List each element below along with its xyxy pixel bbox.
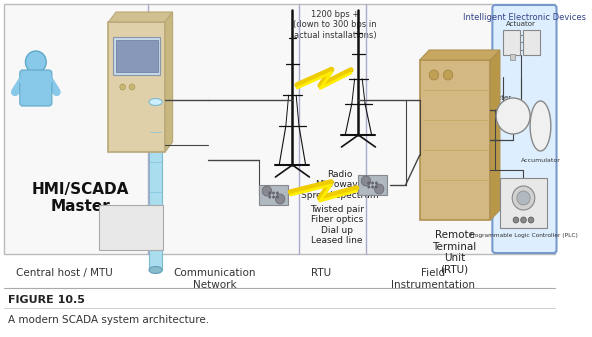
Circle shape — [528, 217, 534, 223]
FancyBboxPatch shape — [493, 5, 556, 253]
Bar — [358, 175, 387, 195]
Bar — [99, 205, 163, 250]
Circle shape — [269, 192, 271, 194]
Circle shape — [25, 51, 46, 73]
Circle shape — [120, 84, 126, 90]
Bar — [108, 22, 165, 152]
Text: Intelligent Electronic Devices: Intelligent Electronic Devices — [463, 13, 586, 23]
Text: FIGURE 10.5: FIGURE 10.5 — [8, 295, 85, 305]
Circle shape — [375, 182, 378, 184]
Circle shape — [272, 196, 275, 198]
Text: Field
Instrumentation: Field Instrumentation — [391, 268, 475, 289]
Bar — [113, 37, 160, 75]
Circle shape — [513, 217, 519, 223]
Bar — [149, 102, 162, 270]
Text: Remote
Terminal
Unit
(RTU): Remote Terminal Unit (RTU) — [433, 230, 477, 275]
Circle shape — [375, 184, 384, 194]
Bar — [500, 178, 547, 228]
Bar — [4, 4, 555, 254]
Text: Ext    l-
Contr  l
Pr     s: Ext l- Contr l Pr s — [117, 213, 145, 243]
Circle shape — [368, 186, 370, 188]
FancyBboxPatch shape — [20, 70, 52, 106]
Text: Meter: Meter — [492, 95, 512, 101]
Text: Accumulator: Accumulator — [520, 157, 561, 162]
Circle shape — [521, 217, 526, 223]
Text: 1200 bps +
(down to 300 bps in
actual installations): 1200 bps + (down to 300 bps in actual in… — [293, 10, 377, 40]
Ellipse shape — [149, 98, 162, 105]
Text: Twisted pair
Fiber optics
Dial up
Leased line: Twisted pair Fiber optics Dial up Leased… — [310, 205, 363, 245]
Text: Actuator: Actuator — [506, 21, 536, 27]
Circle shape — [129, 84, 135, 90]
Circle shape — [272, 192, 275, 194]
Circle shape — [368, 182, 370, 184]
Circle shape — [371, 186, 374, 188]
Circle shape — [443, 70, 453, 80]
Text: Radio
Microwave
Spread spectrum: Radio Microwave Spread spectrum — [301, 170, 378, 200]
Circle shape — [269, 196, 271, 198]
Circle shape — [371, 182, 374, 184]
Text: Communication
Network: Communication Network — [173, 268, 256, 289]
Bar — [259, 185, 288, 205]
Text: Central host / MTU: Central host / MTU — [16, 268, 112, 278]
Circle shape — [276, 196, 278, 198]
Circle shape — [19, 76, 27, 84]
Circle shape — [496, 98, 530, 134]
Polygon shape — [108, 12, 173, 22]
Circle shape — [512, 186, 535, 210]
Circle shape — [361, 176, 371, 186]
Circle shape — [429, 70, 439, 80]
Text: RTU: RTU — [311, 268, 331, 278]
Circle shape — [45, 76, 53, 84]
Circle shape — [375, 186, 378, 188]
Text: Programmable Logic Controller (PLC): Programmable Logic Controller (PLC) — [469, 234, 578, 239]
Ellipse shape — [149, 267, 162, 274]
Bar — [510, 54, 515, 60]
Text: HMI/SCADA
Master: HMI/SCADA Master — [31, 182, 129, 214]
Bar — [420, 60, 491, 220]
Polygon shape — [165, 12, 173, 152]
Polygon shape — [420, 50, 500, 60]
Circle shape — [276, 192, 278, 194]
Bar — [116, 40, 157, 72]
Circle shape — [262, 186, 272, 196]
Circle shape — [517, 191, 530, 205]
Ellipse shape — [530, 101, 551, 151]
Polygon shape — [491, 50, 500, 220]
Bar — [523, 30, 540, 55]
Text: A modern SCADA system architecture.: A modern SCADA system architecture. — [8, 315, 208, 325]
Bar — [503, 30, 520, 55]
Circle shape — [275, 194, 285, 204]
